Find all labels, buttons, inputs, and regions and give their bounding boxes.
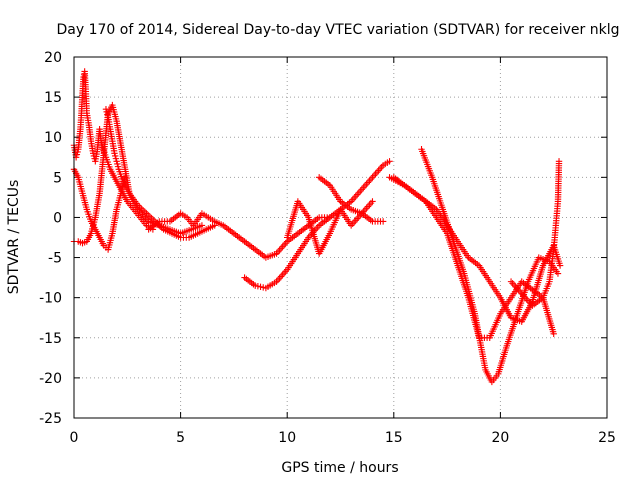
x-tick-label: 20 bbox=[491, 430, 509, 446]
x-axis-label: GPS time / hours bbox=[281, 460, 398, 476]
x-tick-label: 25 bbox=[598, 430, 616, 446]
axes: 0 5 10 15 20 25 -25 -20 -15 -10 -5 0 5 10 15 20 bbox=[39, 50, 616, 446]
y-tick-label: -15 bbox=[39, 331, 62, 347]
x-tick-label: 0 bbox=[70, 430, 79, 446]
x-tick-label: 10 bbox=[278, 430, 296, 446]
plot-area bbox=[70, 68, 564, 386]
x-tick-label: 15 bbox=[385, 430, 403, 446]
grid bbox=[74, 57, 607, 418]
y-tick-label: 0 bbox=[53, 210, 62, 226]
data-point bbox=[555, 158, 563, 165]
data-point bbox=[554, 270, 562, 277]
y-tick-label: 5 bbox=[53, 170, 62, 186]
data-point bbox=[369, 198, 376, 205]
y-tick-label: -20 bbox=[39, 371, 62, 387]
y-tick-label: -10 bbox=[39, 291, 62, 307]
y-axis-label: SDTVAR / TECUs bbox=[6, 180, 22, 295]
data-point bbox=[556, 262, 564, 269]
y-tick-label: -5 bbox=[48, 251, 62, 267]
x-tick-label: 5 bbox=[176, 430, 185, 446]
y-tick-label: -25 bbox=[39, 411, 62, 427]
y-tick-label: 20 bbox=[44, 50, 62, 66]
chart-title: Day 170 of 2014, Sidereal Day-to-day VTE… bbox=[57, 22, 620, 38]
data-point bbox=[550, 330, 557, 337]
data-point bbox=[379, 218, 387, 225]
plot-frame bbox=[73, 56, 608, 419]
data-point bbox=[386, 158, 393, 165]
y-tick-label: 15 bbox=[44, 90, 62, 106]
y-tick-label: 10 bbox=[44, 130, 62, 146]
data-point bbox=[198, 222, 206, 229]
